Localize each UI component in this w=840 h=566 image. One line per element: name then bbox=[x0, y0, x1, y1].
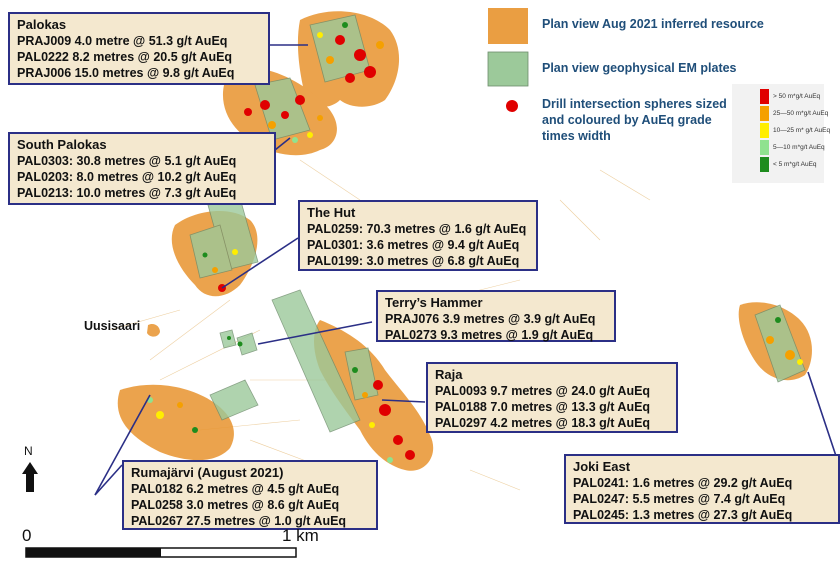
callout-title: Rumajärvi (August 2021) bbox=[131, 465, 284, 480]
callout-leaders bbox=[94, 44, 840, 496]
resource-uusisaari bbox=[147, 323, 160, 337]
place-uusisaari: Uusisaari bbox=[84, 319, 141, 333]
north-label: N bbox=[24, 444, 33, 458]
callout-rumajarvi: Rumajärvi (August 2021) PAL0182 6.2 metre… bbox=[122, 460, 378, 530]
callout-terrys-hammer: Terry’s Hammer PRAJ076 3.9 metres @ 3.9 g… bbox=[376, 290, 616, 342]
grade-swatch bbox=[760, 123, 769, 138]
callout-palokas: Palokas PRAJ009 4.0 metre @ 51.3 g/t AuEq… bbox=[8, 12, 270, 85]
callout-intercept-line: PAL0093 9.7 metres @ 24.0 g/t AuEq bbox=[435, 384, 651, 398]
callout-raja: Raja PAL0093 9.7 metres @ 24.0 g/t AuEq PA… bbox=[426, 362, 678, 433]
grade-label: > 50 m*g/t AuEq bbox=[773, 93, 821, 100]
grade-label: < 5 m*g/t AuEq bbox=[773, 161, 817, 168]
scale-end-label: 1 km bbox=[282, 526, 319, 545]
callout-title: Terry’s Hammer bbox=[385, 295, 483, 310]
callout-intercept-line: PAL0222 8.2 metres @ 20.5 g/t AuEq bbox=[17, 50, 233, 64]
em-plate bbox=[754, 304, 806, 383]
legend-resource-swatch bbox=[488, 8, 528, 44]
resource-rumajarvi bbox=[117, 384, 234, 461]
scale-start-label: 0 bbox=[22, 526, 32, 545]
callout-intercept-line: PAL0213: 10.0 metres @ 7.3 g/t AuEq bbox=[17, 186, 237, 200]
callout-intercept-line: PRAJ076 3.9 metres @ 3.9 g/t AuEq bbox=[385, 312, 596, 326]
callout-intercept-line: PAL0241: 1.6 metres @ 29.2 g/t AuEq bbox=[573, 476, 793, 490]
grade-swatch bbox=[760, 89, 769, 104]
legend-spheres-label: Drill intersection spheres sized and col… bbox=[542, 96, 727, 144]
callout-title: The Hut bbox=[307, 205, 356, 220]
callout-intercept-line: PAL0303: 30.8 metres @ 5.1 g/t AuEq bbox=[17, 154, 237, 168]
legend-plates-label: Plan view geophysical EM plates bbox=[542, 61, 737, 75]
legend-spheres-line-3: times width bbox=[542, 129, 611, 143]
callout-intercept-line: PAL0247: 5.5 metres @ 7.4 g/t AuEq bbox=[573, 492, 786, 506]
callout-intercept-line: PAL0273 9.3 metres @ 1.9 g/t AuEq bbox=[385, 328, 594, 342]
callout-intercept-line: PAL0258 3.0 metres @ 8.6 g/t AuEq bbox=[131, 498, 340, 512]
legend-spheres-line-1: Drill intersection spheres sized bbox=[542, 97, 727, 111]
grade-label: 25—50 m*g/t AuEq bbox=[773, 110, 829, 117]
em-plate bbox=[209, 379, 259, 421]
callout-intercept-line: PAL0267 27.5 metres @ 1.0 g/t AuEq bbox=[131, 514, 347, 528]
callout-south-palokas: South Palokas PAL0303: 30.8 metres @ 5.1 … bbox=[8, 132, 276, 205]
grade-label: 5—10 m*g/t AuEq bbox=[773, 144, 825, 151]
legend-spheres-line-2: and coloured by AuEq grade bbox=[542, 113, 712, 127]
callout-title: Raja bbox=[435, 367, 463, 382]
callout-intercept-line: PAL0259: 70.3 metres @ 1.6 g/t AuEq bbox=[307, 222, 527, 236]
em-plate bbox=[271, 289, 361, 433]
north-arrow-icon bbox=[22, 462, 38, 492]
callout-intercept-line: PRAJ009 4.0 metre @ 51.3 g/t AuEq bbox=[17, 34, 228, 48]
callout-intercept-line: PRAJ006 15.0 metres @ 9.8 g/t AuEq bbox=[17, 66, 235, 80]
callout-intercept-line: PAL0301: 3.6 metres @ 9.4 g/t AuEq bbox=[307, 238, 520, 252]
legend-sphere-icon bbox=[506, 100, 518, 112]
em-plate bbox=[236, 332, 258, 356]
callout-title: South Palokas bbox=[17, 137, 107, 152]
callout-intercept-line: PAL0297 4.2 metres @ 18.3 g/t AuEq bbox=[435, 416, 651, 430]
legend-resource-label: Plan view Aug 2021 inferred resource bbox=[542, 17, 764, 31]
grade-swatch bbox=[760, 157, 769, 172]
callout-title: Joki East bbox=[573, 459, 631, 474]
em-plate bbox=[344, 347, 379, 401]
grade-swatch bbox=[760, 140, 769, 155]
scale-bar bbox=[25, 547, 297, 558]
legend-plate-swatch bbox=[487, 51, 529, 87]
em-plate bbox=[189, 224, 233, 279]
grade-swatch bbox=[760, 106, 769, 121]
callout-the-hut: The Hut PAL0259: 70.3 metres @ 1.6 g/t Au… bbox=[298, 200, 538, 271]
callout-intercept-line: PAL0182 6.2 metres @ 4.5 g/t AuEq bbox=[131, 482, 340, 496]
callout-joki-east: Joki East PAL0241: 1.6 metres @ 29.2 g/t … bbox=[564, 454, 840, 524]
callout-intercept-line: PAL0199: 3.0 metres @ 6.8 g/t AuEq bbox=[307, 254, 520, 268]
callout-intercept-line: PAL0188 7.0 metres @ 13.3 g/t AuEq bbox=[435, 400, 651, 414]
grade-scale-legend: > 50 m*g/t AuEq 25—50 m*g/t AuEq 10—25 m* … bbox=[732, 84, 830, 183]
grade-label: 10—25 m* g/t AuEq bbox=[773, 127, 831, 134]
callout-intercept-line: PAL0203: 8.0 metres @ 10.2 g/t AuEq bbox=[17, 170, 237, 184]
callout-intercept-line: PAL0245: 1.3 metres @ 27.3 g/t AuEq bbox=[573, 508, 793, 522]
callout-title: Palokas bbox=[17, 17, 67, 32]
